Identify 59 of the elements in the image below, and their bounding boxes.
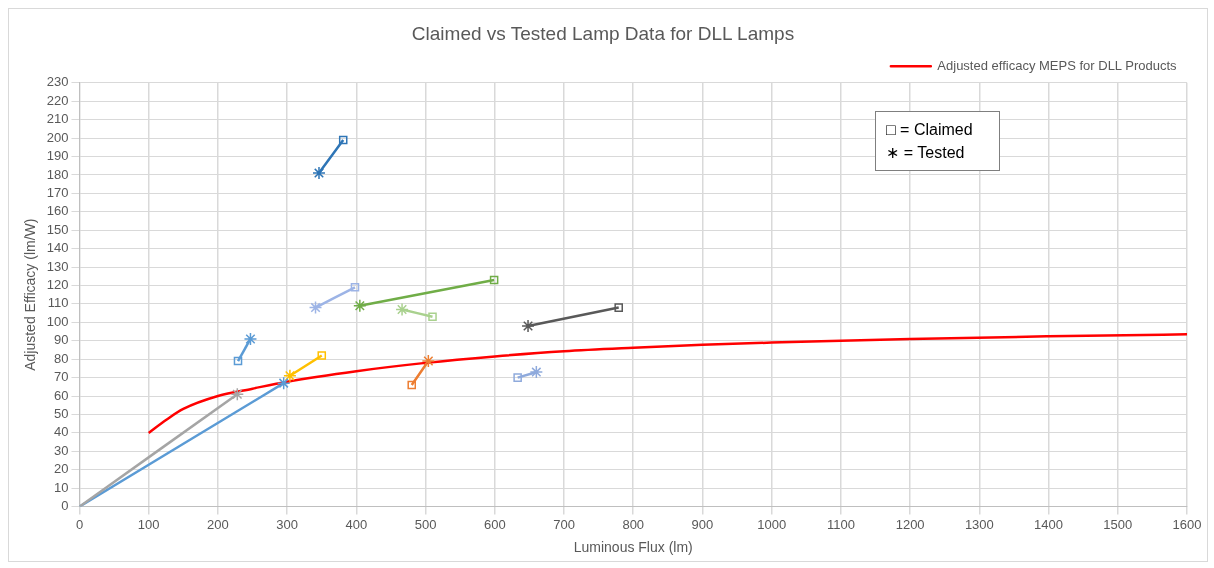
x-tick-label: 1200 [895,516,925,532]
y-tick-label: 20 [54,461,69,477]
y-tick-label: 160 [46,203,69,219]
y-tick-label: 0 [61,498,69,514]
y-tick-label: 220 [46,92,69,108]
point [338,135,348,145]
x-tick-label: 0 [75,516,84,532]
point [317,351,327,360]
y-axis-title: Adjusted Efficacy (lm/W) [22,218,39,371]
y-tick-label: 110 [47,295,69,311]
y-tick-label: 180 [46,166,69,182]
annotation: ∗ = Tested [886,143,966,163]
legend-label: Adjusted efficacy MEPS for DLL Products [937,57,1178,73]
y-tick-label: 190 [46,148,69,164]
line-series [147,333,1187,435]
x-tick-label: 600 [483,516,506,532]
y-tick-label: 230 [46,74,69,90]
point [276,376,291,390]
y-tick-label: 120 [46,277,69,293]
y-tick-label: 10 [54,479,69,495]
x-tick-label: 1300 [964,516,994,532]
point [243,332,258,346]
y-tick-label: 90 [54,332,69,348]
y-tick-label: 150 [46,221,69,237]
chart-title: Claimed vs Tested Lamp Data for DLL Lamps [411,22,795,44]
x-tick-label: 500 [414,516,437,532]
point [350,283,360,292]
x-tick-label: 400 [345,516,368,532]
point [230,387,245,401]
y-tick-label: 170 [46,184,69,200]
point [489,275,499,285]
point [428,312,437,322]
x-tick-label: 700 [553,516,575,532]
y-tick-label: 200 [46,129,69,145]
y-tick-label: 140 [46,240,69,256]
x-tick-label: 1400 [1034,516,1064,532]
x-axis-title: Luminous Flux (lm) [573,539,693,556]
x-tick-label: 1100 [826,516,855,532]
x-tick-label: 300 [276,516,298,532]
y-tick-label: 50 [54,406,69,422]
point [614,303,623,312]
x-tick-label: 200 [207,516,229,532]
y-tick-label: 30 [54,442,69,458]
x-tick-label: 100 [137,516,160,532]
y-tick-label: 70 [54,369,69,385]
y-tick-label: 60 [54,387,69,403]
x-tick-label: 1000 [757,516,787,532]
y-tick-label: 100 [46,313,69,329]
y-tick-label: 210 [46,111,69,127]
point [407,380,417,390]
x-tick-label: 900 [691,516,714,532]
y-tick-label: 40 [54,424,69,440]
point [513,373,522,382]
annotation: □ = Claimed [886,120,973,140]
x-tick-label: 1600 [1172,516,1202,532]
y-tick-label: 80 [54,350,69,366]
x-tick-label: 1500 [1103,516,1133,532]
y-tick-label: 130 [46,258,69,274]
x-tick-label: 800 [622,516,645,532]
